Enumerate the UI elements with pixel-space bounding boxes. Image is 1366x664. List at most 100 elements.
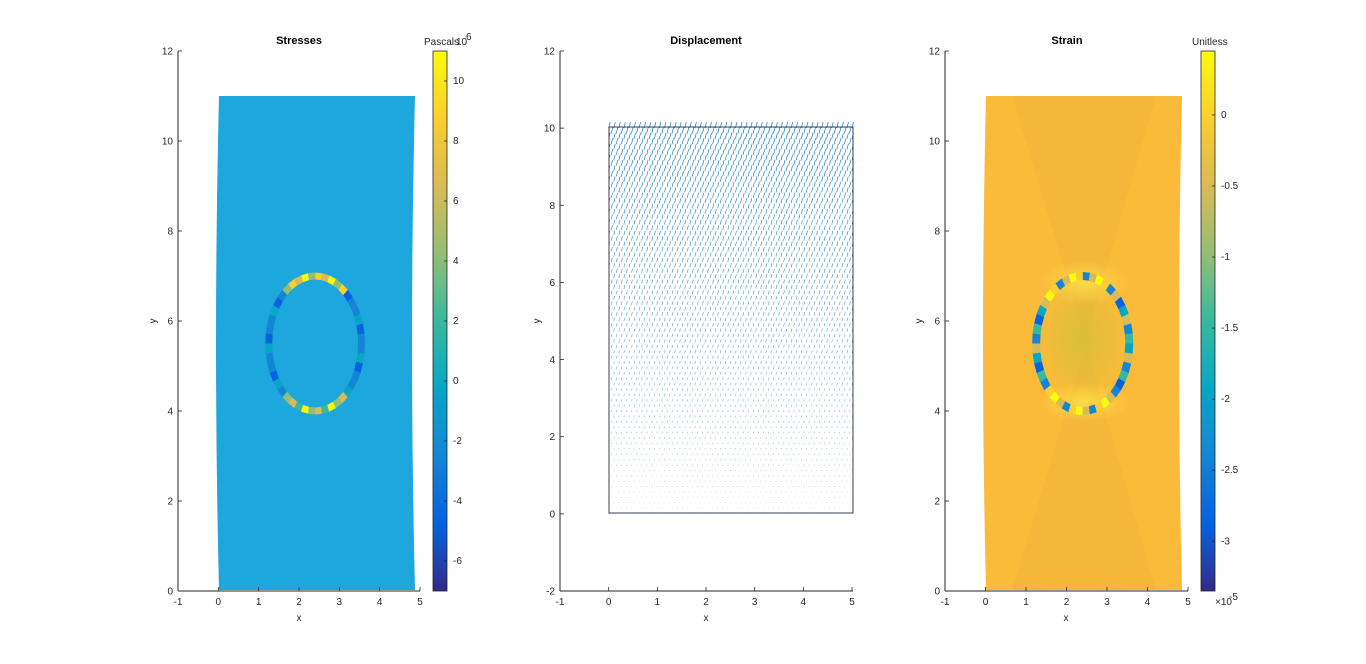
quiver-arrow [724,350,727,354]
quiver-arrow [788,344,790,348]
quiver-arrow [651,257,654,263]
strain-colorbar-ticks: -3-2.5-2-1.5-1-0.50 [1212,110,1239,547]
quiver-arrow [669,393,671,397]
quiver-arrow [702,246,704,252]
quiver-arrow [740,295,742,300]
quiver-arrow [849,268,851,273]
quiver-arrow [755,393,757,397]
quiver-arrow [795,404,798,407]
quiver-arrow [768,312,770,316]
quiver-arrow [795,219,798,225]
quiver-arrow [737,344,740,348]
quiver-arrow [729,339,732,343]
quiver-arrow [790,284,793,289]
quiver-arrow [821,371,823,375]
quiver-arrow [719,284,722,289]
quiver-arrow [844,225,846,231]
displacement-ytick-label: 0 [549,509,555,520]
quiver-arrow [765,339,767,343]
quiver-arrow [849,409,851,413]
quiver-arrow [790,230,793,236]
quiver-arrow [613,143,616,150]
quiver-arrow [628,339,631,343]
quiver-arrow [666,344,669,348]
quiver-arrow [823,377,826,381]
quiver-arrow [643,274,646,279]
quiver-arrow [664,328,666,332]
stresses-ytick-label: 10 [162,137,174,148]
strain-ring-segment [1124,333,1134,344]
quiver-arrow [621,333,623,338]
quiver-arrow [661,333,664,338]
quiver-arrow [732,312,735,316]
quiver-arrow [636,257,638,263]
quiver-arrow [707,203,710,209]
quiver-arrow [679,317,681,322]
quiver-arrow [659,382,661,386]
quiver-arrow [783,203,786,209]
quiver-arrow [838,399,841,402]
quiver-arrow [631,268,633,273]
quiver-arrow [833,399,836,402]
quiver-arrow [785,208,788,214]
quiver-arrow [735,295,737,300]
quiver-arrow [762,236,765,241]
quiver-arrow [775,361,777,364]
quiver-arrow [745,176,748,182]
quiver-arrow [785,187,788,193]
stresses-xtick-label: 2 [296,597,302,608]
quiver-arrow [681,225,684,231]
quiver-arrow [661,409,663,413]
quiver-arrow [816,382,818,386]
quiver-arrow [806,393,808,397]
quiver-arrow [691,149,695,156]
quiver-arrow [740,404,742,407]
quiver-arrow [757,399,760,402]
quiver-arrow [849,399,851,402]
quiver-arrow [664,371,666,375]
quiver-arrow [790,154,793,161]
quiver-arrow [694,393,696,397]
quiver-arrow [709,274,712,279]
stresses-ytick-label: 6 [167,317,173,328]
quiver-arrow [638,176,641,182]
quiver-arrow [712,268,714,273]
quiver-arrow [704,230,707,236]
quiver-arrow [681,355,684,359]
quiver-arrow [783,388,785,391]
quiver-arrow [841,165,844,172]
quiver-arrow [659,263,661,268]
quiver-arrow [737,149,740,156]
quiver-arrow [818,159,821,166]
quiver-arrow [653,143,657,150]
quiver-arrow [707,377,709,381]
quiver-arrow [727,322,729,327]
quiver-arrow [636,344,638,348]
strain-ring-segment [1075,406,1083,415]
quiver-arrow [836,393,838,397]
quiver-arrow [626,149,629,156]
quiver-arrow [684,382,686,386]
quiver-arrow [808,333,811,338]
quiver-arrow [828,388,831,391]
quiver-arrow [790,393,793,397]
quiver-arrow [757,225,760,231]
quiver-arrow [849,355,851,359]
quiver-arrow [659,350,661,354]
quiver-arrow [643,230,646,236]
quiver-arrow [674,230,677,236]
quiver-arrow [828,246,831,252]
quiver-arrow [785,176,788,182]
displacement-plot-area [608,121,854,514]
quiver-arrow [841,143,844,150]
quiver-arrow [826,284,828,289]
strain-ring-segment [1088,272,1097,283]
quiver-arrow [765,132,768,139]
quiver-arrow [836,198,839,204]
quiver-arrow [795,230,798,236]
quiver-arrow [788,388,790,391]
quiver-arrow [694,350,696,354]
quiver-arrow [740,350,742,354]
quiver-arrow [742,333,745,338]
quiver-arrow [633,241,636,247]
